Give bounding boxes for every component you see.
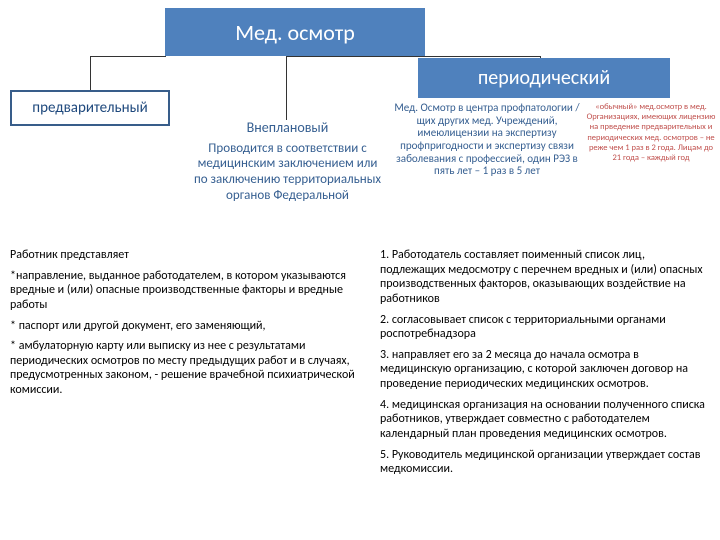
worker-item: * амбулаторную карту или выписку из нее …: [10, 339, 368, 398]
centers-box: Мед. Осмотр в центра профпатологии /щих …: [388, 102, 586, 178]
worker-item: * паспорт или другой документ, его замен…: [10, 319, 368, 334]
periodic-box: периодический: [418, 58, 670, 98]
worker-heading: Работник представляет: [10, 248, 368, 263]
connector-line: [90, 56, 91, 90]
employer-block: 1. Работодатель составляет поименный спи…: [380, 248, 710, 483]
unplanned-title: Внеплановый: [190, 120, 385, 137]
usual-text: «обычный» мед.осмотр в мед. Организациях…: [587, 102, 716, 163]
connector-line: [90, 56, 166, 57]
unplanned-box: Внеплановый Проводится в соответствии с …: [190, 120, 385, 203]
employer-item: 2. согласовывает список с территориальны…: [380, 313, 710, 342]
periodic-label: периодический: [478, 66, 610, 90]
centers-text: Мед. Осмотр в центра профпатологии /щих …: [394, 101, 579, 177]
connector-line: [286, 56, 287, 120]
worker-item: *направление, выданное работодателем, в …: [10, 269, 368, 313]
title-text: Мед. осмотр: [235, 19, 355, 46]
usual-box: «обычный» мед.осмотр в мед. Организациях…: [586, 102, 716, 163]
employer-item: 1. Работодатель составляет поименный спи…: [380, 248, 710, 307]
preliminary-label: предварительный: [32, 99, 147, 117]
employer-item: 5. Руководитель медицинской организации …: [380, 448, 710, 477]
employer-item: 3. направляет его за 2 месяца до начала …: [380, 348, 710, 392]
unplanned-body: Проводится в соответствии с медицинским …: [190, 141, 385, 203]
preliminary-box: предварительный: [10, 90, 170, 126]
worker-block: Работник представляет *направление, выда…: [10, 248, 368, 404]
connector-line: [286, 56, 540, 57]
title-box: Мед. осмотр: [165, 8, 425, 56]
employer-item: 4. медицинская организация на основании …: [380, 398, 710, 442]
